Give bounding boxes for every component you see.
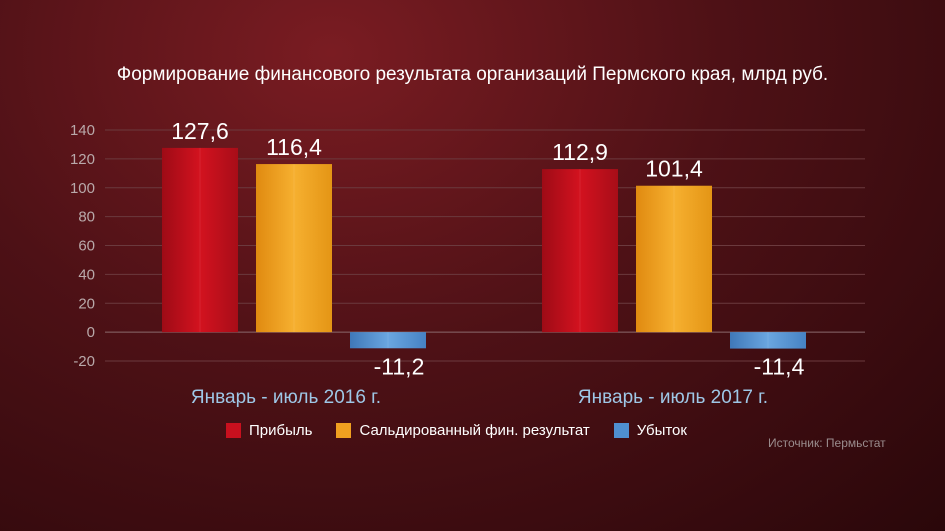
chart-title: Формирование финансового результата орга… [116, 64, 829, 85]
source-note: Источник: Пермьстат [768, 436, 886, 450]
data-label: -11,4 [754, 354, 805, 380]
y-tick-label: 40 [78, 266, 95, 283]
y-tick-label: 20 [78, 295, 95, 312]
legend-swatch [226, 422, 241, 438]
y-tick-label: 100 [70, 180, 95, 197]
legend-swatch [613, 422, 629, 438]
y-tick-label: 0 [87, 324, 95, 341]
legend-item: Прибыль [226, 422, 312, 439]
legend-label: Сальдированный фин. результат [359, 421, 590, 439]
data-label: 101,4 [645, 156, 703, 182]
legend-label: Прибыль [249, 421, 313, 439]
y-tick-label: 140 [70, 122, 95, 139]
y-tick-label: 80 [78, 209, 95, 226]
data-label: 127,6 [171, 118, 229, 144]
bar [162, 147, 238, 333]
bar [636, 185, 712, 333]
legend-item: Убыток [613, 421, 687, 439]
data-label: 116,4 [266, 134, 322, 160]
data-label: -11,2 [374, 353, 425, 379]
legend-item: Сальдированный фин. результат [336, 421, 590, 439]
data-label: 112,9 [552, 139, 608, 165]
legend-swatch [336, 422, 352, 438]
legend-label: Убыток [636, 421, 687, 439]
category-label: Январь - июль 2016 г. [191, 387, 381, 408]
bar [350, 332, 426, 349]
bar [730, 332, 806, 349]
category-label: Январь - июль 2017 г. [578, 387, 768, 408]
bar [256, 164, 332, 333]
y-tick-label: 120 [70, 151, 95, 168]
y-tick-label: -20 [73, 353, 95, 370]
legend: Прибыль Сальдированный фин. результат Убыт… [226, 420, 697, 440]
bar [542, 169, 618, 333]
y-tick-label: 60 [78, 238, 95, 255]
